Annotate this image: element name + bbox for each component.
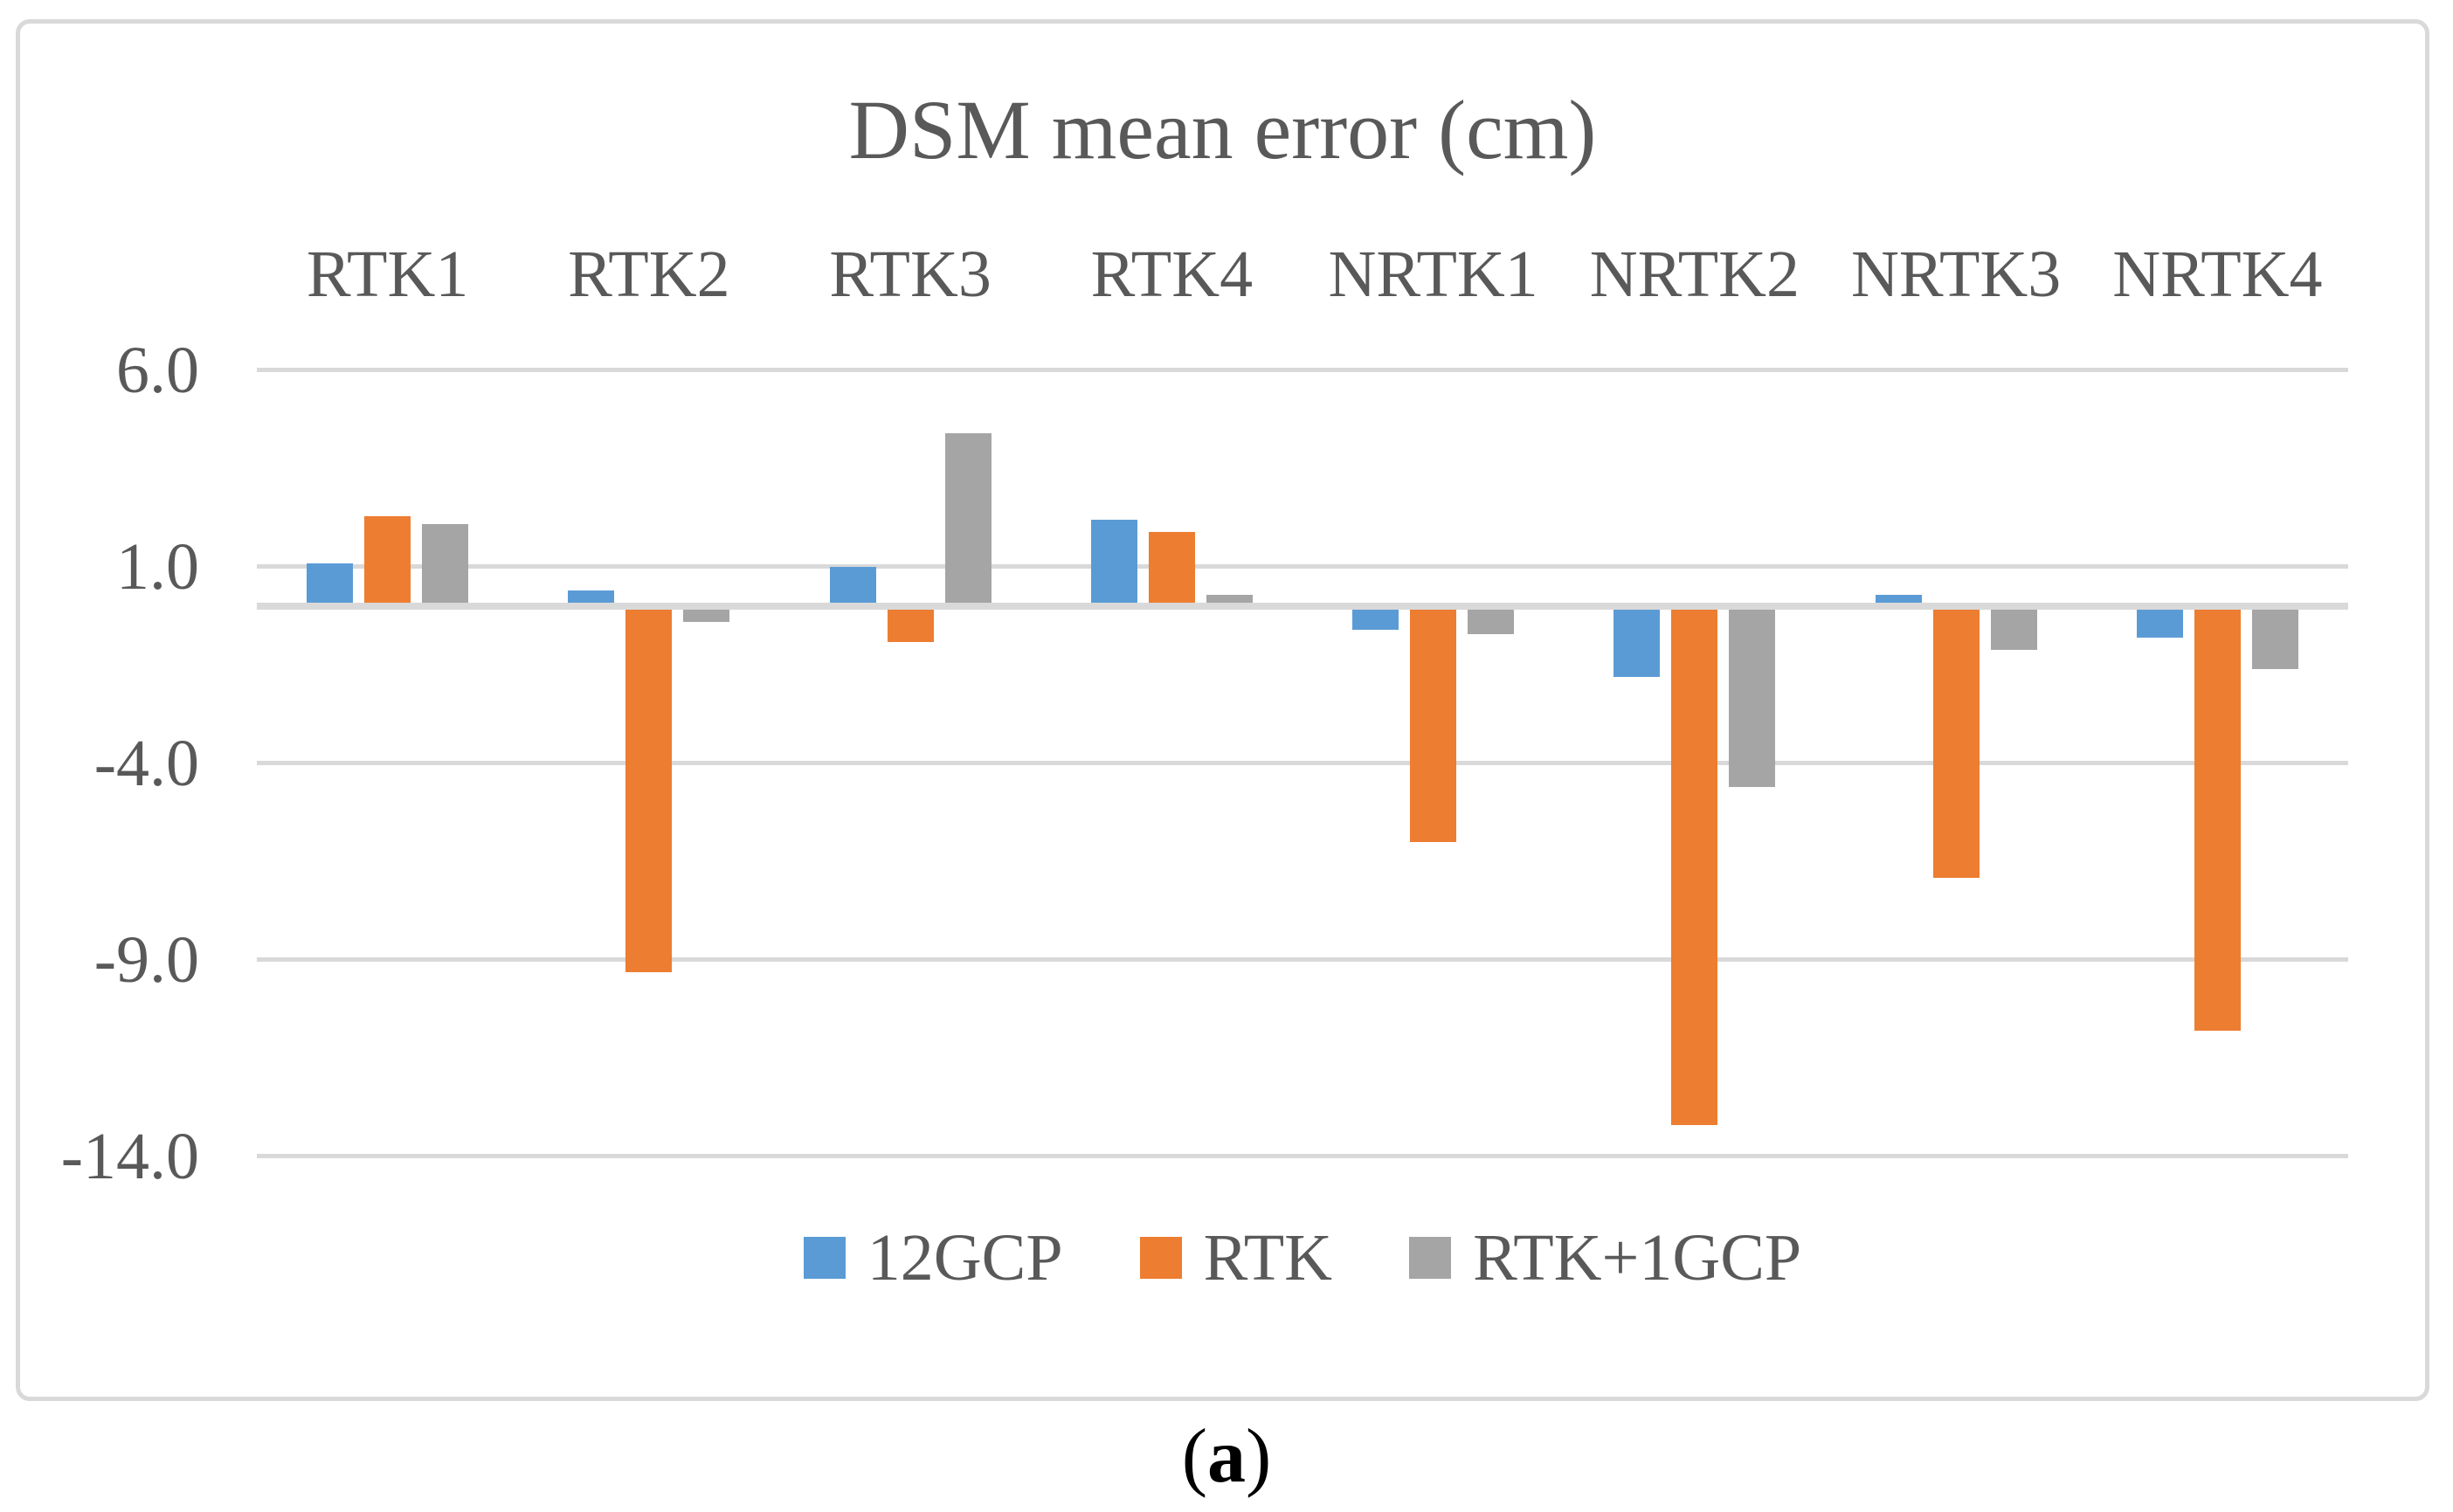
category-label-RTK4: RTK4 [1090,238,1254,311]
legend-item-RTK: RTK [1139,1221,1333,1295]
bar-RTK1-RTK+1GCP [422,523,469,606]
bar-NRTK2-RTK [1671,606,1718,1125]
figure-caption: (a) [0,1417,2453,1497]
caption-paren-close: ) [1246,1414,1272,1499]
bar-NRTK4-12GCP [2136,606,2183,638]
ytick-label-6.0: 6.0 [116,334,199,407]
ytick-label--4.0: -4.0 [93,727,199,800]
category-label-RTK2: RTK2 [568,238,730,311]
bar-RTK2-RTK [625,606,673,972]
bar-NRTK4-RTK [2194,606,2241,1031]
legend-item-12GCP: 12GCP [803,1221,1063,1295]
category-label-RTK3: RTK3 [829,238,992,311]
gridline--9.0 [257,957,2348,962]
gridline--14.0 [257,1154,2348,1158]
category-label-NRTK2: NRTK2 [1589,238,1800,311]
bar-NRTK3-RTK [1932,606,1980,878]
gridline-6.0 [257,368,2348,372]
chart-title: DSM mean error (cm) [848,83,1597,176]
bar-RTK3-RTK [887,606,934,642]
caption-paren-open: ( [1181,1414,1207,1499]
category-label-NRTK3: NRTK3 [1850,238,2062,311]
legend-swatch-RTK [1139,1237,1182,1279]
bar-NRTK2-RTK+1GCP [1729,606,1776,787]
legend-item-RTK+1GCP: RTK+1GCP [1409,1225,1801,1291]
caption-letter: a [1207,1414,1246,1499]
bar-NRTK3-RTK+1GCP [1990,606,2037,650]
legend-label-RTK: RTK [1203,1221,1333,1295]
legend: 12GCP RTK RTK+1GCP [257,1219,2348,1296]
bar-RTK4-RTK [1148,531,1195,606]
category-label-NRTK4: NRTK4 [2112,238,2323,311]
bar-NRTK4-RTK+1GCP [2251,606,2298,669]
ytick-label--9.0: -9.0 [93,923,199,997]
zero-axis-line [257,603,2348,610]
bar-RTK1-RTK [364,515,411,606]
ytick-label--14.0: -14.0 [60,1120,199,1193]
gridline--4.0 [257,761,2348,765]
ytick-label-1.0: 1.0 [116,530,199,604]
bar-RTK3-RTK+1GCP [944,433,992,606]
bar-RTK2-RTK+1GCP [683,606,730,622]
bar-NRTK1-RTK [1410,606,1457,842]
bar-NRTK2-12GCP [1613,606,1661,677]
legend-label-RTK+1GCP: RTK+1GCP [1473,1221,1802,1295]
legend-swatch-12GCP [803,1237,846,1279]
legend-swatch-RTK+1GCP [1409,1237,1452,1279]
chart-frame [16,19,2429,1401]
legend-label-12GCP: 12GCP [867,1221,1063,1295]
category-label-RTK1: RTK1 [306,238,469,311]
bar-RTK4-12GCP [1090,520,1137,606]
gridline-1.0 [257,564,2348,569]
bar-NRTK1-RTK+1GCP [1468,606,1515,634]
category-label-NRTK1: NRTK1 [1328,238,1538,311]
bar-NRTK1-12GCP [1352,606,1399,630]
bar-RTK3-12GCP [829,567,876,606]
bar-RTK1-12GCP [307,563,354,606]
bar-RTK2-12GCP [568,590,615,606]
